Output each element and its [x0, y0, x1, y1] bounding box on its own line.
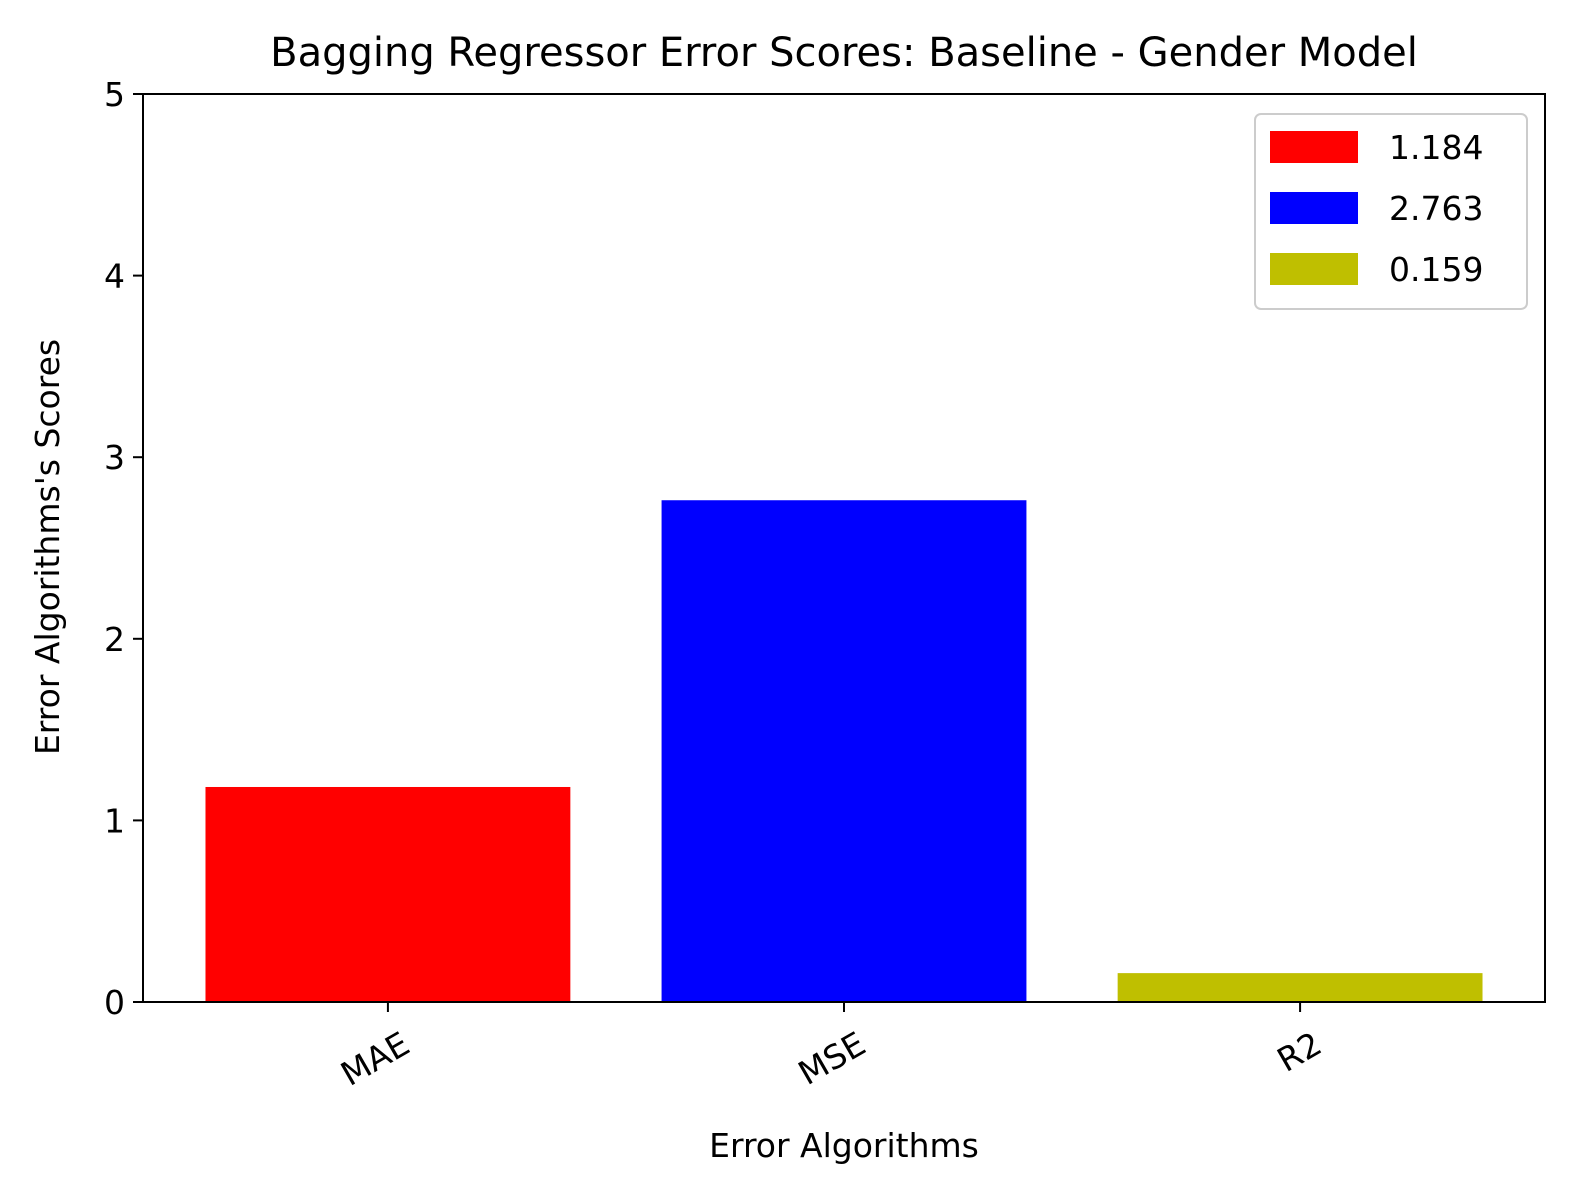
y-tick-label: 4	[104, 257, 125, 296]
bar-mae	[205, 786, 571, 1002]
bars	[205, 500, 1483, 1002]
y-tick-label: 0	[104, 983, 125, 1022]
y-tick-label: 3	[104, 438, 125, 477]
y-axis-label: Error Algorithms's Scores	[28, 339, 67, 755]
legend: 1.184 2.763 0.159	[1254, 113, 1528, 310]
legend-label: 0.159	[1389, 250, 1483, 289]
legend-label: 2.763	[1389, 189, 1483, 228]
legend-swatch	[1270, 131, 1358, 163]
y-tick-label: 1	[104, 801, 125, 840]
legend-label: 1.184	[1389, 128, 1483, 167]
bar-mse	[661, 500, 1027, 1002]
y-axis-ticks: 0 1 2 3 4 5	[104, 75, 143, 1022]
plot-area	[142, 93, 1546, 1003]
legend-swatch	[1270, 253, 1358, 285]
legend-swatch	[1270, 192, 1358, 224]
y-tick-label: 2	[104, 620, 125, 659]
chart-title: Bagging Regressor Error Scores: Baseline…	[270, 30, 1418, 76]
legend-entries: 1.184 2.763 0.159	[1270, 128, 1483, 289]
bar-r2	[1117, 973, 1483, 1002]
x-axis-label: Error Algorithms	[709, 1126, 979, 1165]
y-tick-label: 5	[104, 75, 125, 114]
